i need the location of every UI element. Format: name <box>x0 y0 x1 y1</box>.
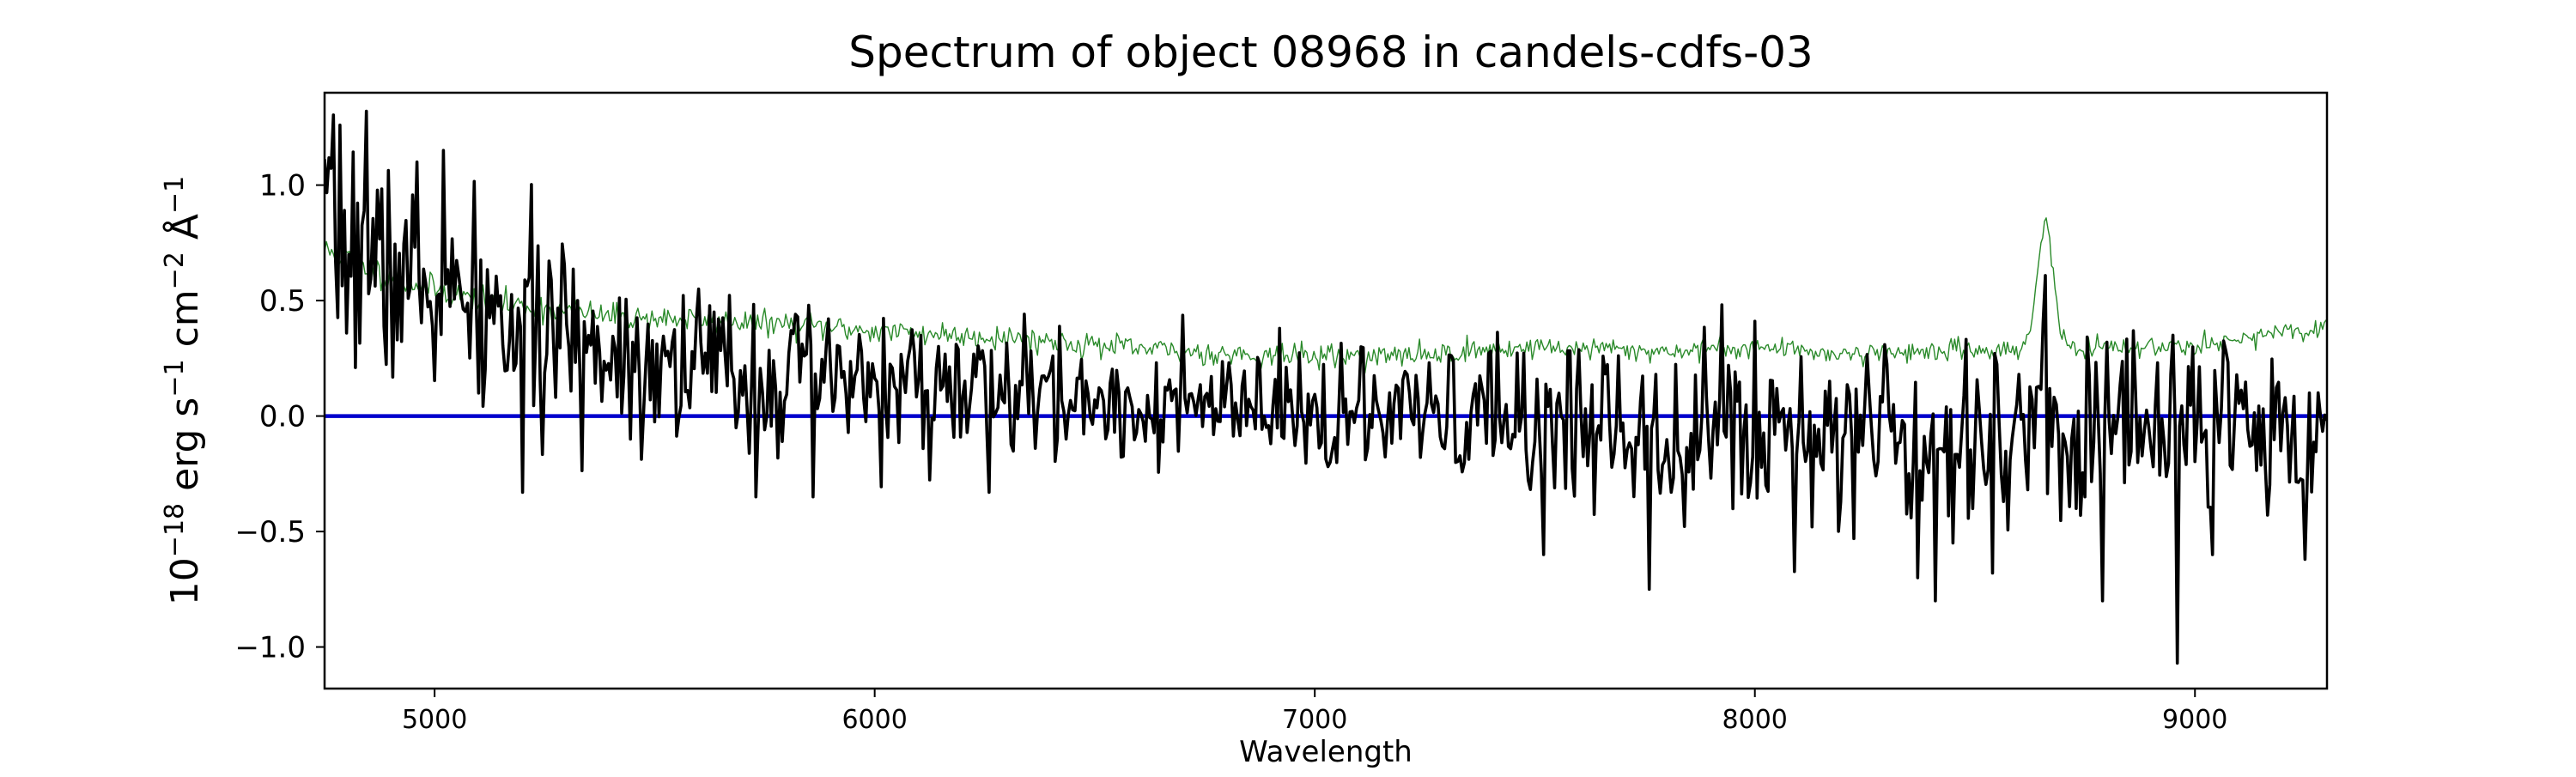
plot-area <box>325 109 2327 665</box>
chart-title: Spectrum of object 08968 in candels-cdfs… <box>848 27 1814 77</box>
x-axis-label: Wavelength <box>1239 735 1413 769</box>
series-noise-line <box>325 217 2327 374</box>
x-tick-label: 5000 <box>402 705 467 735</box>
x-axis: 5000 6000 7000 8000 9000 <box>402 689 2227 735</box>
y-tick-label: 0.5 <box>259 284 306 319</box>
x-tick-label: 9000 <box>2162 705 2227 735</box>
y-axis-label: 10−18 erg s−1 cm−2 Å−1 <box>160 176 208 605</box>
y-tick-label: −1.0 <box>234 631 306 665</box>
x-tick-label: 6000 <box>841 705 907 735</box>
plot-frame <box>323 91 2329 690</box>
series-flux-line <box>325 109 2327 665</box>
y-tick-label: −0.5 <box>234 515 306 549</box>
y-tick-label: 0.0 <box>259 400 306 434</box>
x-tick-label: 7000 <box>1282 705 1347 735</box>
y-tick-label: 1.0 <box>259 169 306 203</box>
y-axis: −1.0 −0.5 0.0 0.5 1.0 <box>234 169 325 665</box>
x-tick-label: 8000 <box>1722 705 1788 735</box>
